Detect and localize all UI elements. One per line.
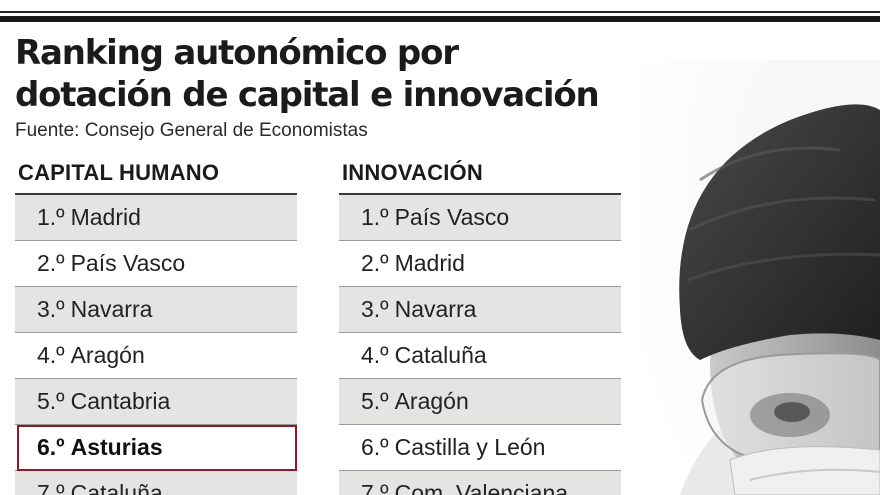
list-item: 7.º Com. Valenciana [339,471,621,495]
rank-label: 2.º [37,250,65,276]
top-rule [0,11,880,13]
region-label: Aragón [394,388,469,414]
list-item: 2.º Madrid [339,241,621,287]
region-label: Aragón [70,342,145,368]
headline-line-2: dotación de capital e innovación [15,75,600,115]
rank-label: 2.º [361,250,389,276]
region-label: Navarra [70,296,153,322]
list-item: 6.º Castilla y León [339,425,621,471]
rank-label: 4.º [37,342,65,368]
list-item: 4.º Aragón [15,333,297,379]
capital-humano-list: 1.º Madrid 2.º País Vasco 3.º Navarra 4.º Ar… [15,193,297,495]
region-label: Navarra [394,296,477,322]
region-label: Asturias [70,434,163,460]
rank-label: 5.º [37,388,65,414]
rank-label: 5.º [361,388,389,414]
headline: Ranking autonómico por dotación de capit… [15,32,635,116]
region-label: Madrid [70,204,141,230]
rank-label: 6.º [37,434,65,460]
top-rule-thick [0,16,880,22]
region-label: Com. Valenciana [394,480,569,495]
list-item: 3.º Navarra [339,287,621,333]
rank-label: 1.º [361,204,389,230]
region-label: Castilla y León [394,434,546,460]
headline-line-1: Ranking autonómico por [15,33,459,73]
list-item: 2.º País Vasco [15,241,297,287]
list-item: 7.º Cataluña [15,471,297,495]
region-label: Madrid [394,250,465,276]
region-label: País Vasco [394,204,510,230]
rank-label: 1.º [37,204,65,230]
list-item: 3.º Navarra [15,287,297,333]
list-item: 1.º País Vasco [339,195,621,241]
source-note: Fuente: Consejo General de Economistas [15,120,368,141]
list-item: 1.º Madrid [15,195,297,241]
rank-label: 3.º [37,296,65,322]
researcher-photo [640,60,880,495]
list-item: 5.º Aragón [339,379,621,425]
region-label: País Vasco [70,250,186,276]
innovacion-list: 1.º País Vasco 2.º Madrid 3.º Navarra 4.º Ca… [339,193,621,495]
region-label: Cataluña [394,342,487,368]
capital-humano-title: CAPITAL HUMANO [18,160,220,185]
rank-label: 7.º [37,480,65,495]
rank-label: 6.º [361,434,389,460]
rank-label: 3.º [361,296,389,322]
innovacion-column: INNOVACIÓN 1.º País Vasco 2.º Madrid 3.º Na… [339,157,621,495]
region-label: Cataluña [70,480,163,495]
highlighted-list-item: 6.º Asturias [15,425,297,471]
rank-label: 4.º [361,342,389,368]
innovacion-title: INNOVACIÓN [342,160,483,185]
list-item: 4.º Cataluña [339,333,621,379]
rank-label: 7.º [361,480,389,495]
region-label: Cantabria [70,388,171,414]
list-item: 5.º Cantabria [15,379,297,425]
capital-humano-column: CAPITAL HUMANO 1.º Madrid 2.º País Vasco 3… [15,157,297,495]
